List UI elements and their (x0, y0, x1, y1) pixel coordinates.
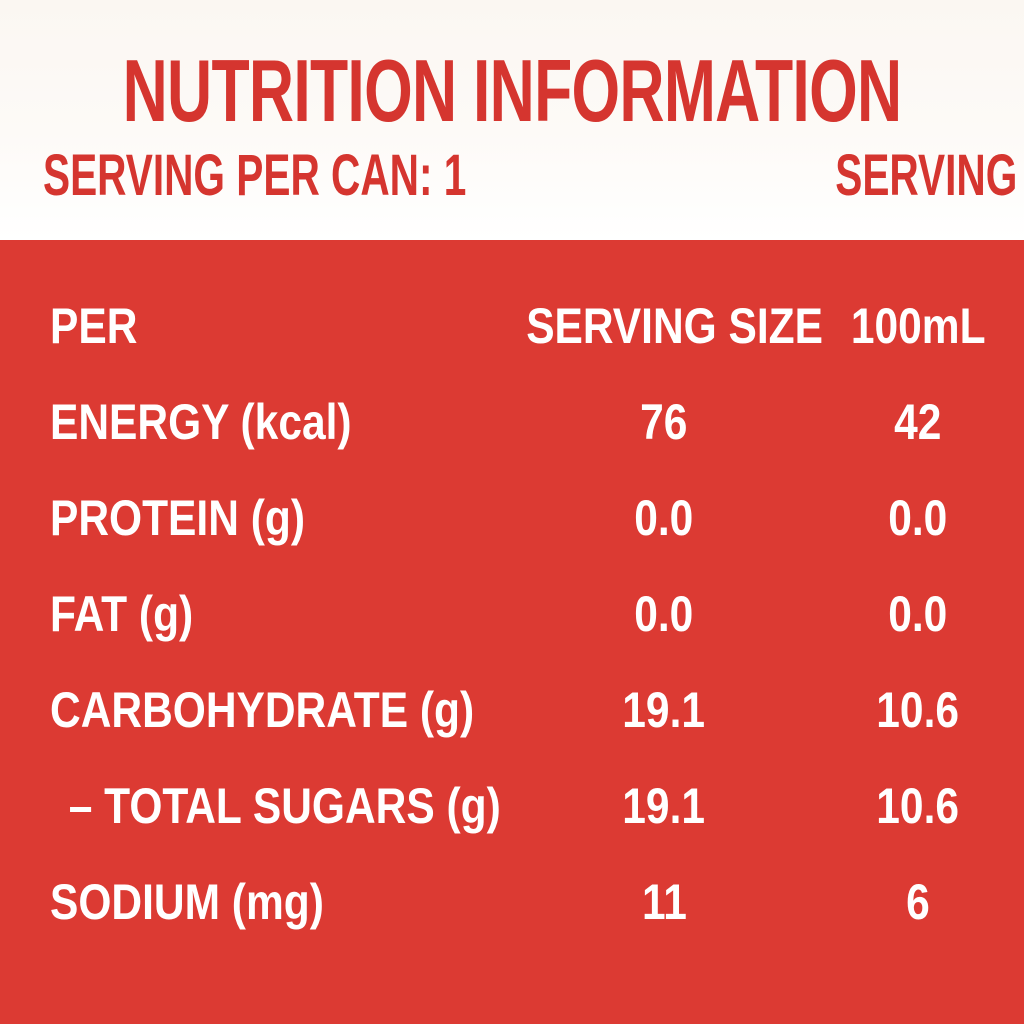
value-per-100ml: 10.6 (876, 682, 960, 738)
panel-title: NUTRITION INFORMATION (122, 41, 902, 140)
table-header-row: PER SERVING SIZE 100mL (0, 278, 1024, 374)
row-label: – TOTAL SUGARS (g) (68, 778, 501, 834)
row-label: CARBOHYDRATE (g) (50, 682, 475, 738)
value-serving-size: 11 (641, 874, 687, 930)
panel-header: NUTRITION INFORMATION SERVING PER CAN: 1… (0, 0, 1024, 240)
table-row-energy: ENERGY (kcal) 76 42 (0, 374, 1024, 470)
header-cell-serving-size: SERVING SIZE (526, 298, 823, 354)
nutrition-table-section: PER SERVING SIZE 100mL ENERGY (kcal) 76 … (0, 240, 1024, 1024)
value-serving-size: 19.1 (622, 682, 706, 738)
value-per-100ml: 0.0 (888, 490, 948, 546)
value-per-100ml: 0.0 (888, 586, 948, 642)
row-label: ENERGY (kcal) (50, 394, 352, 450)
header-cell-100ml: 100mL (850, 298, 986, 354)
table-row-fat: FAT (g) 0.0 0.0 (0, 566, 1024, 662)
row-label: SODIUM (mg) (50, 874, 324, 930)
table-row-protein: PROTEIN (g) 0.0 0.0 (0, 470, 1024, 566)
row-label: PROTEIN (g) (50, 490, 305, 546)
nutrition-table: PER SERVING SIZE 100mL ENERGY (kcal) 76 … (0, 240, 1024, 950)
serving-info-row: SERVING PER CAN: 1 SERVING SIZE: 180mL (0, 131, 1024, 221)
table-row-carbohydrate: CARBOHYDRATE (g) 19.1 10.6 (0, 662, 1024, 758)
value-per-100ml: 6 (906, 874, 930, 930)
value-per-100ml: 42 (894, 394, 942, 450)
serving-per-can-text: SERVING PER CAN: 1 (43, 143, 467, 208)
value-serving-size: 0.0 (634, 490, 694, 546)
header-cell-per: PER (50, 298, 138, 354)
table-row-total-sugars: – TOTAL SUGARS (g) 19.1 10.6 (0, 758, 1024, 854)
value-serving-size: 76 (640, 394, 688, 450)
table-row-sodium: SODIUM (mg) 11 6 (0, 854, 1024, 950)
value-serving-size: 19.1 (622, 778, 706, 834)
serving-size-text: SERVING SIZE: 180mL (835, 143, 1024, 208)
row-label: FAT (g) (50, 586, 194, 642)
value-serving-size: 0.0 (634, 586, 694, 642)
value-per-100ml: 10.6 (876, 778, 960, 834)
